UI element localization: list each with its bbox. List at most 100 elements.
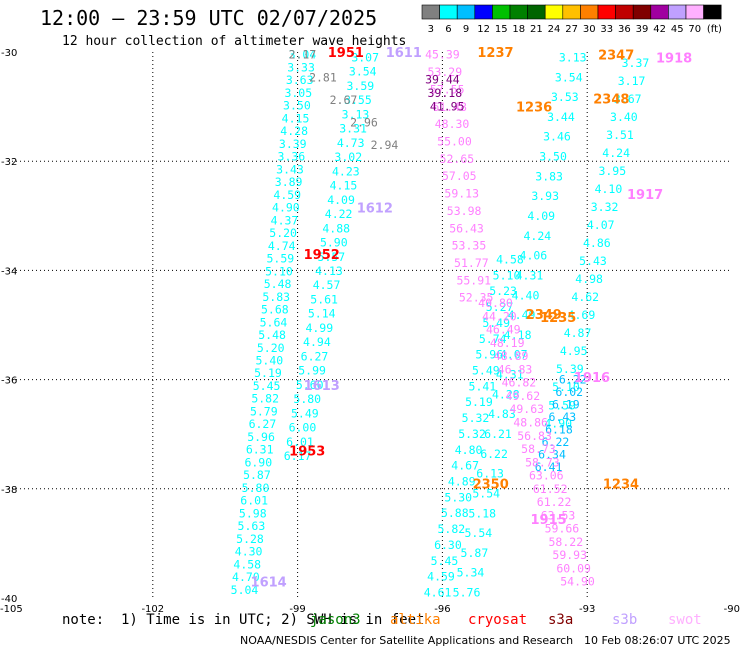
wave-height-value: 5.43 [579,254,607,268]
wave-height-value: 4.99 [305,321,333,335]
wave-height-value: 5.39 [556,362,584,376]
wave-height-value: 4.59 [427,570,455,584]
wave-height-value: 44.20 [482,309,517,323]
wave-height-value: 3.13 [559,50,587,64]
satellite-legend-item: s3a [548,612,574,628]
wave-height-value: 4.74 [268,239,296,253]
colorbar-swatch [703,4,722,20]
wave-height-value: 5.64 [260,315,288,329]
wave-height-value: 4.95 [560,344,588,358]
wave-height-value: 6.00 [289,421,317,435]
wave-height-value: 39.18 [428,86,463,100]
wave-height-value: 5.88 [441,506,469,520]
y-tick-label: -34 [1,266,17,277]
wave-height-value: 4.49 [508,308,536,322]
pass-time-label: 1612 [357,202,393,217]
wave-height-value: 57.05 [442,169,477,183]
wave-height-value: 5.68 [261,303,289,317]
satellite-legend-item: jason3 [310,612,361,628]
wave-height-value: 5.59 [548,398,576,412]
wave-height-value: 5.60 [296,378,324,392]
wave-height-value: 46.82 [502,376,537,390]
colorbar-label: (ft) [707,24,722,35]
wave-height-value: 5.63 [238,519,266,533]
wave-height-value: 5.99 [298,364,326,378]
timestamp: 10 Feb 08:26:07 UTC 2025 [584,634,731,647]
wave-height-value: 45.39 [425,48,460,62]
wave-height-value: 4.15 [330,179,358,193]
wave-height-value: 5.30 [444,490,472,504]
y-tick-label: -38 [1,485,17,496]
wave-height-value: 3.51 [606,128,634,142]
wave-height-value: 4.87 [564,326,592,340]
wave-height-value: 54.90 [560,575,595,589]
wave-height-value: 59.13 [444,187,479,201]
wave-height-value: 46.49 [486,323,521,337]
wave-height-value: 4.09 [327,193,355,207]
wave-height-value: 4.06 [520,249,548,263]
wave-height-value: 4.70 [232,570,260,584]
y-tick-label: -30 [1,48,17,59]
wave-height-value: 6.30 [434,538,462,552]
pass-time-label: 1952 [304,248,340,263]
wave-height-value: 5.20 [269,226,297,240]
pass-time-label: 1953 [289,445,325,460]
wave-height-value: 4.09 [527,209,555,223]
wave-height-value: 4.22 [325,207,353,221]
wave-height-value: 49.62 [506,389,541,403]
pass-time-label: 2349 [526,308,562,323]
wave-height-value: 6.13 [476,467,504,481]
wave-height-value: 55.00 [437,135,472,149]
wave-height-value: 4.28 [492,387,520,401]
wave-height-value: 4.10 [595,182,623,196]
y-tick-label: -36 [1,376,17,387]
pass-time-label: 1951 [328,46,364,61]
wave-height-value: 6.17 [284,449,312,463]
wave-height-value: 6.22 [542,435,570,449]
wave-height-value: 3.54 [555,70,583,84]
colorbar-label: 21 [530,24,543,35]
wave-height-value: 48.19 [490,336,525,350]
wave-height-value: 6.21 [484,427,512,441]
wave-height-value: 5.82 [438,522,466,536]
wave-height-value: 5.74 [479,332,507,346]
colorbar-label: 33 [600,24,613,35]
wave-height-value: 4.31 [496,368,524,382]
wave-height-value: 5.76 [453,586,481,600]
wave-height-value: 6.41 [535,460,563,474]
wave-height-value: 4.13 [315,264,343,278]
satellite-legend-item: s3b [612,612,638,628]
wave-height-value: 57.55 [430,82,465,96]
wave-height-value: 3.46 [543,130,571,144]
wave-height-value: 2.17 [289,48,317,62]
wave-height-value: 5.96 [475,348,503,362]
pass-time-label: 2348 [593,92,629,107]
wave-height-value: 3.54 [349,65,377,79]
wave-height-value: 3.17 [618,74,646,88]
wave-height-value: 58.73 [525,455,560,469]
y-tick-label: -32 [1,157,17,168]
wave-height-value: 6.27 [301,349,329,363]
colorbar-label: 12 [477,24,490,35]
wave-height-value: 3.83 [535,169,563,183]
colorbar-label: 42 [653,24,666,35]
pass-time-label: 1613 [304,379,340,394]
wave-height-value: 5.87 [461,546,489,560]
wave-height-value: 4.15 [282,111,310,125]
wave-height-value: 61.22 [537,495,572,509]
wave-height-value: 4.94 [303,335,331,349]
wave-height-value: 46.83 [498,362,533,376]
wave-height-value: 48.89 [494,349,529,363]
wave-height-value: 5.27 [486,300,514,314]
wave-height-value: 41.95 [430,100,465,114]
wave-height-value: 3.43 [276,162,304,176]
wave-height-value: 5.32 [462,411,490,425]
wave-height-value: 4.67 [451,459,479,473]
footer-note: note: 1) Time is in UTC; 2) SWH is in fe… [62,612,425,628]
wave-height-value: 56.83 [517,429,552,443]
wave-height-value: 5.98 [239,506,267,520]
wave-height-value: 3.07 [351,50,379,64]
wave-height-value: 4.88 [322,221,350,235]
wave-height-value: 4.73 [337,136,365,150]
wave-height-value: 5.59 [267,252,295,266]
